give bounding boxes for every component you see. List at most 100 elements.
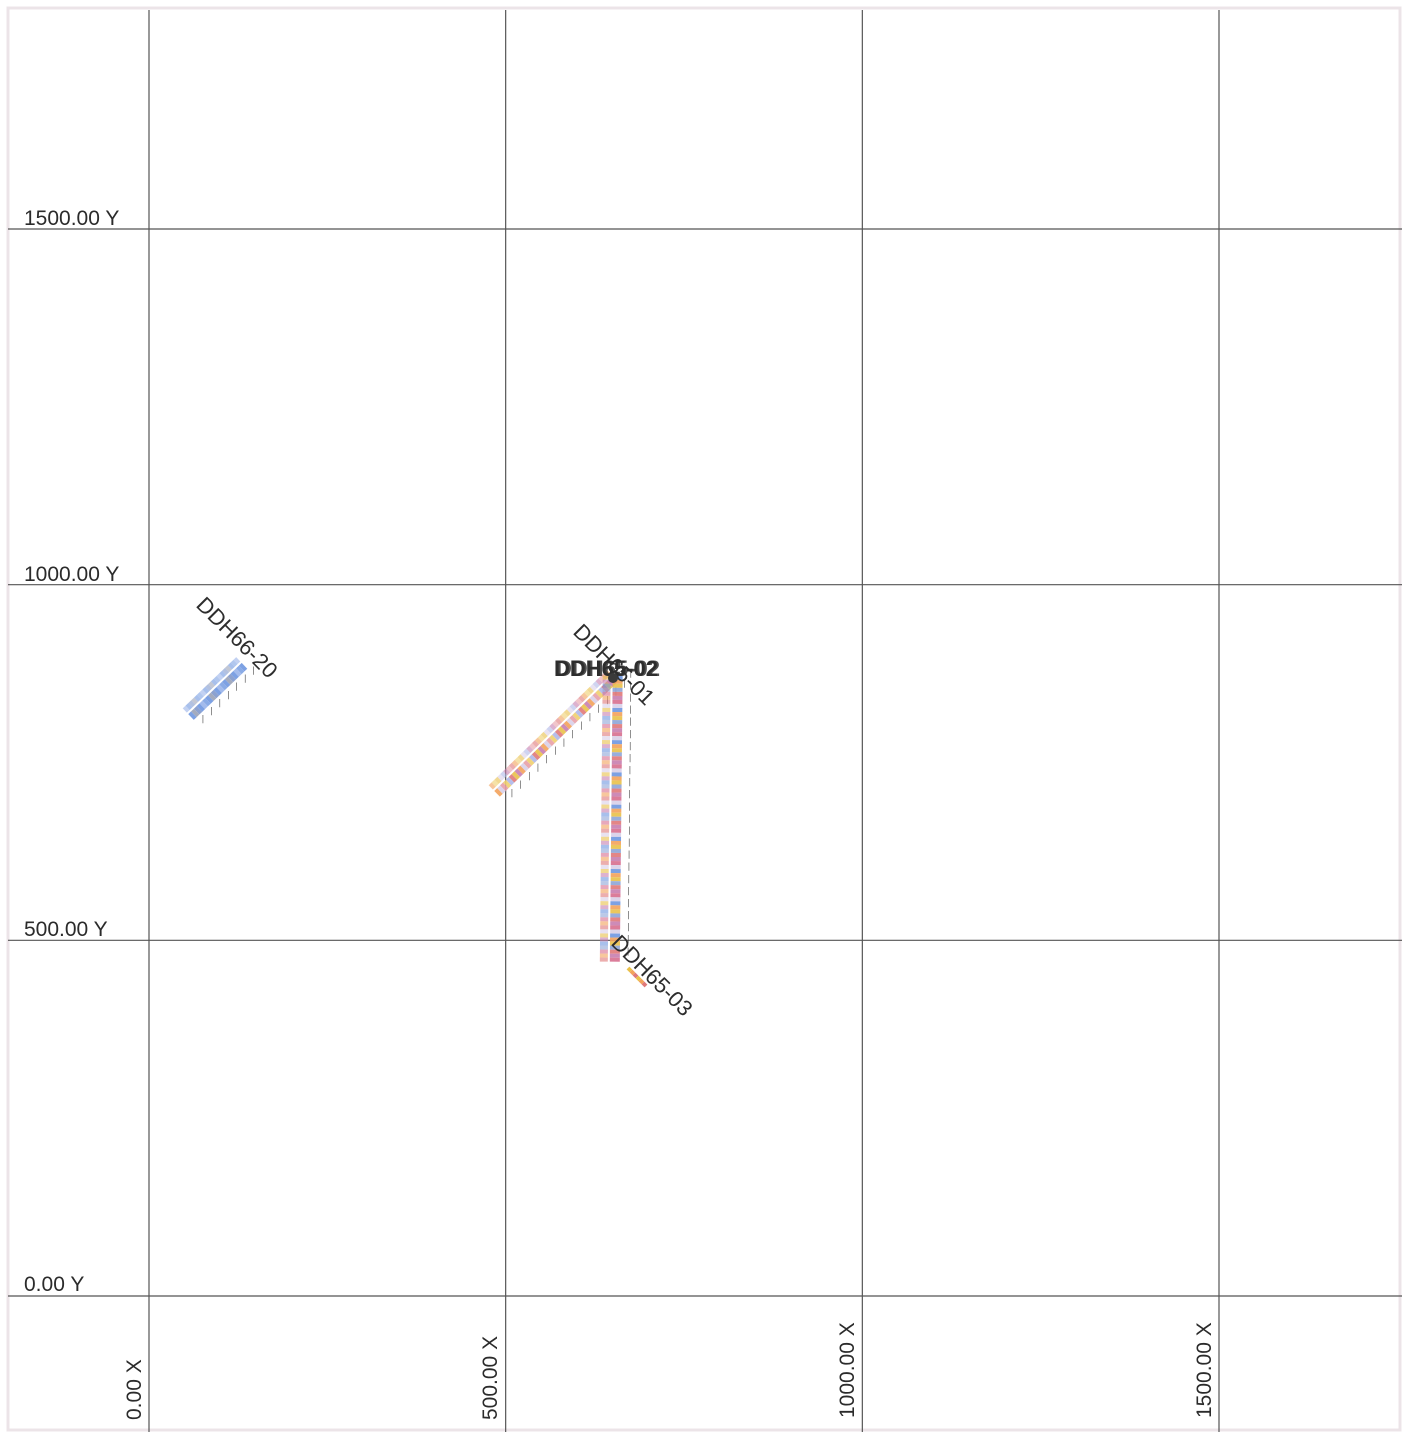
- interval-segment: [517, 754, 525, 762]
- interval-tick-mark: │: [626, 923, 630, 932]
- interval-segment: [202, 697, 211, 707]
- interval-segment: [578, 695, 586, 703]
- drillhole-label-ddh65-02[interactable]: DDH65-02: [554, 656, 658, 681]
- drillhole-trace-ddh66-20[interactable]: │ │ │ │ │ │ │: [182, 657, 256, 724]
- interval-segment: [549, 734, 558, 744]
- interval-segment: [191, 708, 200, 718]
- interval-tick-mark: │: [562, 738, 566, 747]
- interval-tick-mark: │: [628, 766, 632, 775]
- interval-segment: [207, 692, 217, 702]
- interval-segment: [560, 723, 570, 733]
- interval-segment: [227, 673, 237, 683]
- interval-segment: [520, 762, 529, 772]
- interval-tick-mark: │: [627, 814, 631, 823]
- interval-segment: [552, 731, 561, 741]
- interval-segment: [537, 745, 547, 755]
- interval-segment: [641, 981, 648, 988]
- interval-segment: [566, 717, 575, 727]
- interval-segment: [595, 689, 604, 699]
- interval-segment: [595, 678, 603, 686]
- interval-segment: [583, 701, 593, 710]
- interval-segment: [566, 706, 574, 714]
- interval-segment: [224, 665, 232, 673]
- interval-segment: [531, 740, 540, 748]
- interval-tick-mark: │: [626, 935, 630, 944]
- y-axis-label-0: 0.00 Y: [24, 1273, 84, 1296]
- interval-segment: [210, 689, 220, 699]
- interval-segment: [520, 751, 528, 759]
- interval-tick-mark: │: [218, 698, 222, 707]
- horizontal-grid-lines: [8, 228, 1402, 1297]
- interval-segment: [199, 700, 208, 710]
- interval-segment: [546, 737, 555, 747]
- y-axis-label-1000: 1000.00 Y: [24, 563, 119, 586]
- collar-marker[interactable]: [608, 673, 618, 683]
- interval-segment: [557, 714, 566, 723]
- interval-segment: [557, 726, 567, 735]
- interval-segment: [589, 695, 599, 704]
- drillhole-label-ddh65-03[interactable]: DDH65-03: [606, 930, 697, 1021]
- interval-segment: [635, 975, 642, 982]
- interval-segment: [528, 754, 538, 763]
- interval-segment: [543, 740, 552, 749]
- interval-segment: [560, 712, 568, 720]
- interval-tick-mark: │: [628, 693, 632, 702]
- interval-tick-mark: │: [209, 706, 213, 715]
- interval-segment: [216, 673, 224, 681]
- interval-tick-mark: │: [629, 669, 633, 678]
- interval-tick-mark: │: [536, 763, 540, 772]
- interval-segment: [526, 757, 535, 766]
- interval-segment: [494, 788, 503, 797]
- interval-segment: [216, 684, 225, 693]
- interval-segment: [583, 689, 592, 697]
- interval-tick-mark: │: [627, 802, 631, 811]
- interval-segment: [563, 720, 573, 730]
- interval-tick-mark: │: [243, 674, 247, 683]
- drillhole-trace-ddh65-03[interactable]: [626, 966, 648, 988]
- interval-tick-mark: │: [628, 778, 632, 787]
- interval-segment: [238, 662, 248, 672]
- interval-tick-mark: │: [627, 838, 631, 847]
- interval-segment: [511, 759, 519, 768]
- interval-tick-mark: │: [588, 712, 592, 721]
- interval-segment: [586, 698, 596, 707]
- interval-tick-mark: │: [627, 790, 631, 799]
- interval-segment: [193, 706, 203, 715]
- interval-segment: [497, 773, 505, 782]
- interval-segment: [188, 700, 196, 708]
- x-axis-label-1000: 1000.00 X: [836, 1322, 859, 1418]
- interval-segment: [196, 703, 206, 712]
- interval-tick-mark: │: [626, 947, 630, 956]
- interval-segment: [514, 757, 522, 765]
- interval-segment: [236, 665, 245, 675]
- interval-segment: [575, 698, 583, 706]
- interval-segment: [592, 692, 601, 702]
- interval-segment: [543, 729, 551, 737]
- interval-segment: [626, 966, 633, 973]
- interval-segment: [534, 748, 544, 758]
- interval-segment: [182, 705, 190, 713]
- interval-segment: [219, 670, 227, 678]
- interval-segment: [230, 659, 238, 667]
- interval-segment: [511, 771, 521, 780]
- interval-tick-mark: │: [518, 780, 522, 789]
- interval-segment: [219, 681, 228, 691]
- interval-segment: [213, 676, 221, 684]
- interval-segment: [540, 743, 549, 752]
- interval-segment: [540, 731, 548, 739]
- interval-tick-mark: │: [628, 705, 632, 714]
- interval-segment: [497, 785, 506, 794]
- interval-tick-mark: │: [627, 862, 631, 871]
- interval-segment: [581, 692, 589, 700]
- interval-tick-mark: │: [627, 826, 631, 835]
- interval-tick-mark: │: [622, 679, 626, 688]
- interval-segment: [488, 782, 496, 790]
- drillhole-trace-ddh65-02[interactable]: │ │ │ │ │ │ │ │ │ │ │ │ │ │ │ │ │ │ │ │ │ │ │ │: [599, 669, 633, 962]
- interval-segment: [572, 712, 581, 721]
- interval-segment: [552, 720, 560, 728]
- interval-segment: [586, 686, 594, 694]
- interval-segment: [554, 729, 564, 738]
- interval-segment: [529, 743, 537, 751]
- interval-segment: [555, 717, 563, 725]
